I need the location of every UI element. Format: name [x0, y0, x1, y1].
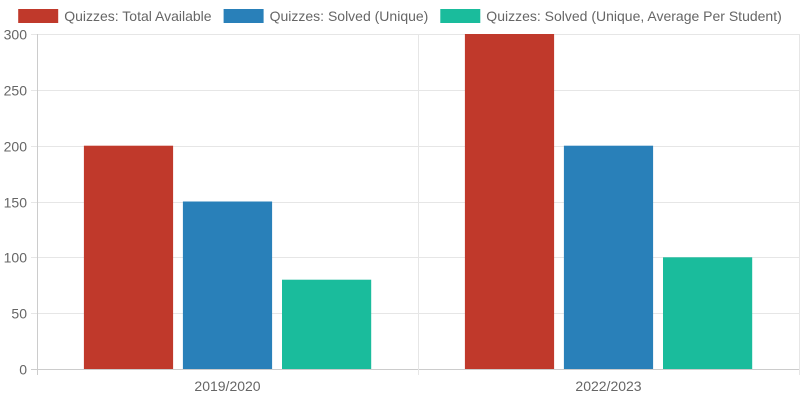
x-tick-label: 2019/2020: [194, 378, 260, 394]
legend-item[interactable]: Quizzes: Solved (Unique): [223, 8, 429, 24]
legend: Quizzes: Total Available Quizzes: Solved …: [18, 8, 782, 24]
axes: 0 50 100 150 200 250 300 2019/2020 2022/2023: [4, 27, 642, 395]
bar[interactable]: [182, 201, 273, 370]
y-tick-label: 100: [4, 250, 28, 266]
legend-label: Quizzes: Solved (Unique): [270, 8, 429, 24]
bar[interactable]: [83, 145, 174, 369]
y-tick-label: 0: [19, 362, 27, 378]
y-tick-label: 150: [4, 195, 28, 211]
bar[interactable]: [563, 145, 654, 369]
bar[interactable]: [282, 279, 372, 369]
y-tick-label: 50: [11, 306, 27, 322]
legend-swatch: [18, 9, 59, 23]
bars: [83, 34, 753, 370]
legend-item[interactable]: Quizzes: Solved (Unique, Average Per Stu…: [440, 8, 782, 24]
y-tick-label: 250: [4, 83, 28, 99]
legend-label: Quizzes: Total Available: [64, 8, 212, 24]
legend-item[interactable]: Quizzes: Total Available: [18, 8, 212, 24]
bar[interactable]: [663, 257, 753, 369]
x-tick-label: 2022/2023: [575, 378, 641, 394]
bar[interactable]: [464, 34, 555, 369]
legend-swatch: [223, 9, 264, 23]
y-tick-label: 200: [4, 139, 28, 155]
legend-swatch: [440, 9, 481, 23]
legend-label: Quizzes: Solved (Unique, Average Per Stu…: [486, 8, 781, 24]
y-tick-label: 300: [4, 27, 28, 43]
